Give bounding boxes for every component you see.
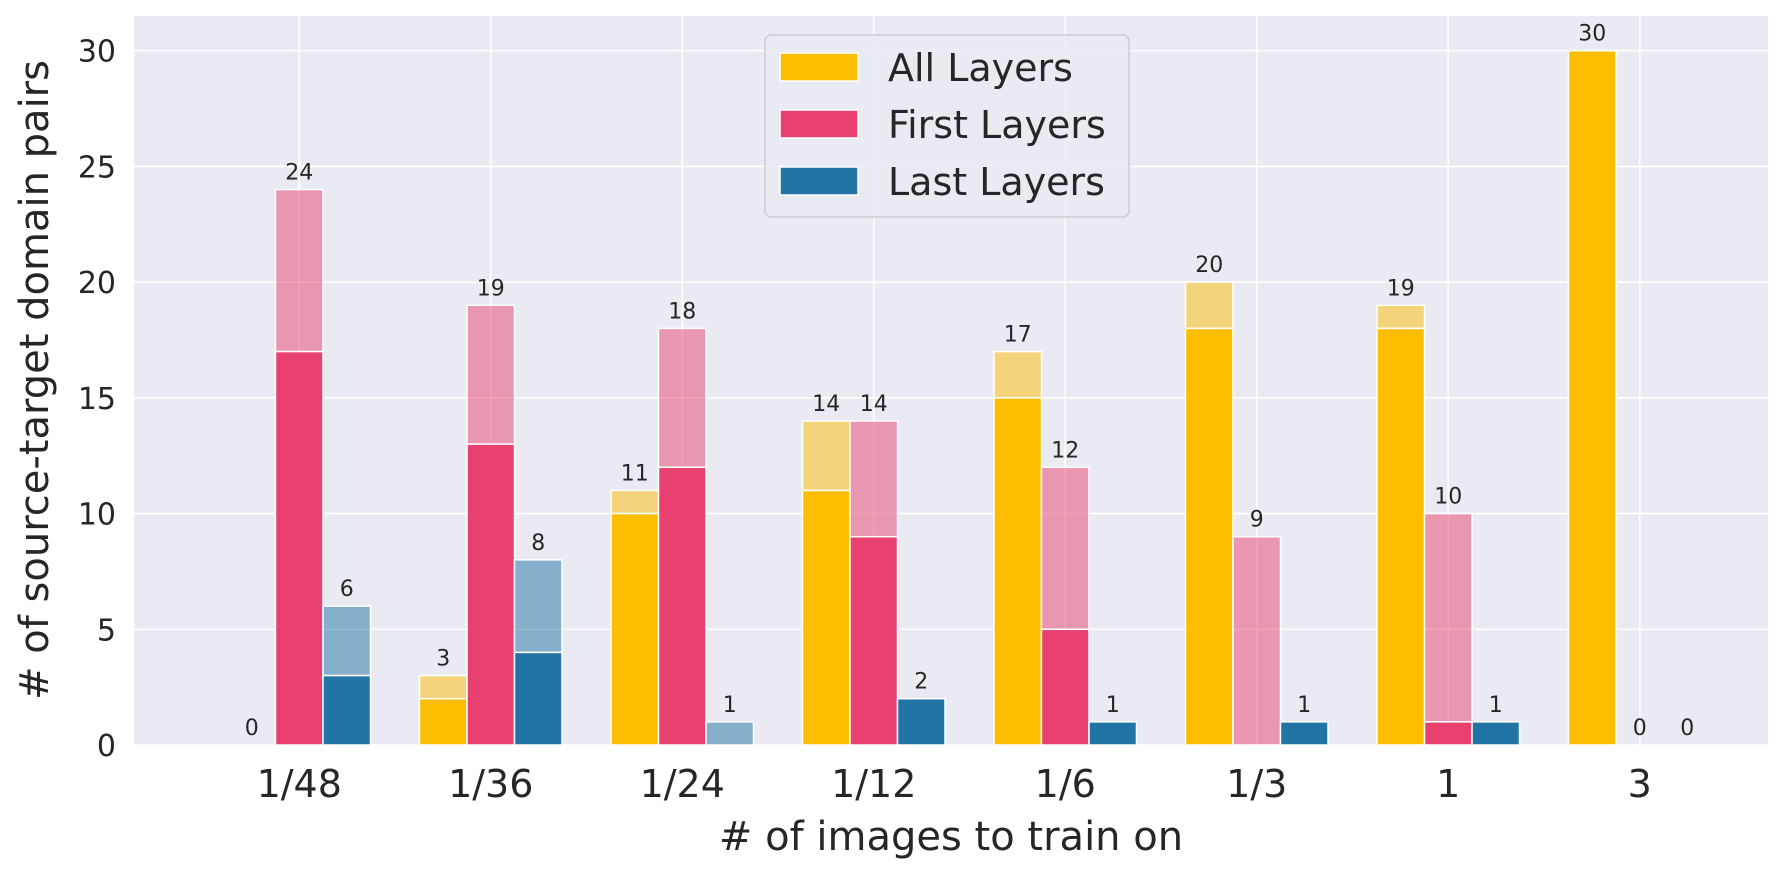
y-axis-ticks: 0 5 10 15 20 25 30 [78, 35, 116, 764]
bar-solid-segment [610, 512, 660, 746]
bar-value-label: 0 [1633, 716, 1647, 741]
bar-upper-segment [466, 304, 516, 445]
x-tick-label: 1/12 [831, 762, 916, 806]
bar-value-label: 30 [1578, 22, 1606, 47]
bar-upper-segment [849, 420, 899, 538]
bar-solid-segment [801, 489, 851, 746]
bar-solid-segment [322, 674, 372, 746]
bar-upper-segment [1232, 535, 1282, 746]
x-axis-label: # of images to train on [719, 814, 1183, 860]
bar-value-label: 12 [1051, 438, 1079, 463]
bar-solid-segment [849, 535, 899, 746]
bar-solid-segment [993, 397, 1043, 746]
bar-upper-segment [1040, 466, 1090, 631]
y-tick-label: 20 [78, 266, 116, 301]
bar-solid-segment [1040, 628, 1090, 746]
bar-value-label: 18 [668, 299, 696, 324]
bars [274, 49, 1617, 746]
y-tick-label: 10 [78, 498, 116, 533]
bar-value-label: 14 [812, 392, 840, 417]
bar-value-label: 19 [1387, 276, 1415, 301]
x-tick-label: 1/24 [640, 762, 725, 806]
bar-solid-segment [513, 651, 563, 746]
legend-label: Last Layers [888, 160, 1105, 204]
bar-upper-segment [1423, 512, 1473, 723]
bar-solid-segment [657, 466, 707, 746]
x-tick-label: 1/48 [257, 762, 342, 806]
bar-value-label: 24 [285, 161, 313, 186]
bar-upper-segment [322, 605, 372, 677]
bar-upper-segment [801, 420, 851, 492]
bar-upper-segment [1184, 281, 1234, 330]
bar-value-label: 14 [860, 392, 888, 417]
bar-solid-segment [274, 350, 324, 746]
bar-value-label: 8 [531, 531, 545, 556]
bar-value-label: 1 [1297, 693, 1311, 718]
legend-swatch [779, 166, 859, 196]
bar-upper-segment [993, 350, 1043, 399]
bar-upper-segment [1376, 304, 1426, 330]
y-tick-label: 5 [97, 613, 116, 648]
y-tick-label: 30 [78, 35, 116, 70]
bar-upper-segment [705, 721, 755, 746]
bar-solid-segment [1471, 721, 1521, 746]
bar-solid-segment [1184, 327, 1234, 746]
bar-solid-segment [1088, 721, 1138, 746]
bar-value-label: 19 [477, 276, 505, 301]
bar-value-label: 10 [1434, 485, 1462, 510]
bar-solid-segment [1279, 721, 1329, 746]
legend-swatch [779, 52, 859, 82]
y-tick-label: 15 [78, 382, 116, 417]
bar-value-label: 0 [1680, 716, 1694, 741]
x-tick-label: 1/36 [448, 762, 533, 806]
bar-value-label: 1 [723, 693, 737, 718]
bar-solid-segment [466, 443, 516, 746]
bar-upper-segment [610, 489, 660, 515]
legend-label: First Layers [888, 103, 1106, 147]
bar-value-label: 17 [1004, 323, 1032, 348]
bar-solid-segment [896, 697, 946, 746]
bar-solid-segment [1423, 721, 1473, 746]
bar-value-label: 20 [1195, 253, 1223, 278]
legend-swatch [779, 109, 859, 139]
x-tick-label: 1 [1436, 762, 1460, 806]
bar-value-label: 9 [1250, 508, 1264, 533]
bar-value-label: 2 [914, 670, 928, 695]
bar-value-label: 11 [621, 461, 649, 486]
bar-upper-segment [274, 188, 324, 353]
legend: All Layers First Layers Last Layers [764, 34, 1130, 218]
y-tick-label: 25 [78, 150, 116, 185]
bar-upper-segment [657, 327, 707, 469]
bar-value-label: 3 [436, 647, 450, 672]
bar-solid-segment [418, 697, 468, 746]
y-axis-label: # of source-target domain pairs [12, 60, 58, 700]
x-axis-ticks: 1/48 1/36 1/24 1/12 1/6 1/3 1 3 [257, 762, 1652, 806]
bar-solid-segment [1376, 327, 1426, 746]
bar-value-label: 1 [1106, 693, 1120, 718]
bar-solid-segment [1567, 49, 1617, 746]
bar-upper-segment [418, 674, 468, 700]
y-tick-label: 0 [97, 729, 116, 764]
bar-value-label: 0 [245, 716, 259, 741]
x-tick-label: 1/6 [1035, 762, 1096, 806]
bar-value-label: 6 [340, 577, 354, 602]
legend-label: All Layers [888, 46, 1073, 90]
x-tick-label: 1/3 [1226, 762, 1287, 806]
bar-upper-segment [513, 559, 563, 654]
x-tick-label: 3 [1628, 762, 1652, 806]
bar-value-label: 1 [1489, 693, 1503, 718]
